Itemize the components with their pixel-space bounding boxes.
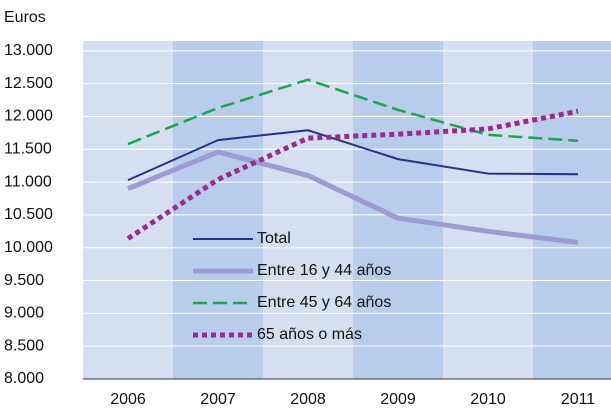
y-tick-label: 8.000 [4, 370, 44, 387]
legend-label: Total [257, 230, 291, 247]
column-band [353, 41, 443, 379]
y-tick-label: 11.000 [4, 173, 52, 190]
y-tick-label: 9.500 [4, 272, 44, 289]
column-band [173, 41, 263, 379]
series-line [127, 129, 579, 182]
series-line [127, 149, 579, 245]
column-band [263, 41, 353, 379]
column-band [533, 41, 611, 379]
column-band [83, 41, 173, 379]
x-tick-label: 2007 [200, 391, 236, 408]
column-band [443, 41, 533, 379]
y-tick-label: 10.000 [4, 239, 53, 256]
x-tick-label: 2010 [470, 391, 506, 408]
legend-label: 65 años o más [257, 326, 362, 343]
y-tick-label: 9.000 [4, 305, 44, 322]
y-tick-label: 12.000 [4, 108, 53, 125]
y-tick-label: 13.000 [4, 42, 53, 59]
x-tick-label: 2006 [110, 391, 146, 408]
series-line [127, 78, 579, 146]
legend-label: Entre 16 y 44 años [257, 262, 391, 279]
y-tick-label: 8.500 [4, 337, 44, 354]
y-tick-label: 11.500 [4, 141, 52, 158]
y-tick-label: 12.500 [4, 75, 53, 92]
x-tick-label: 2008 [290, 391, 326, 408]
x-tick-label: 2009 [380, 391, 416, 408]
y-axis-label: Euros [4, 9, 46, 26]
y-tick-label: 10.500 [4, 206, 53, 223]
x-tick-label: 2011 [561, 391, 596, 408]
legend-label: Entre 45 y 64 años [257, 294, 391, 311]
